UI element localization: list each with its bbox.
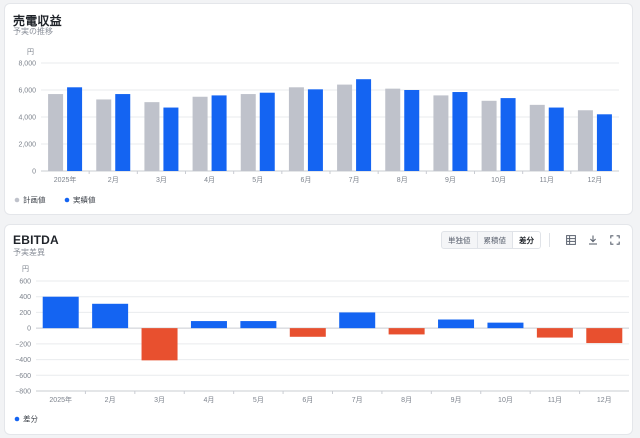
segment-cumulative-value[interactable]: 累積値	[478, 232, 513, 248]
plan-bar	[192, 96, 208, 171]
actual-bar	[307, 89, 323, 171]
x-tick-label: 10月	[498, 396, 513, 404]
difference-bar	[586, 328, 623, 344]
table-icon[interactable]	[562, 232, 580, 248]
y-tick-label: 600	[19, 279, 31, 286]
difference-bar	[339, 312, 376, 329]
expand-icon[interactable]	[606, 232, 624, 248]
actual-bar	[452, 92, 468, 171]
plan-bar	[385, 88, 401, 171]
ebitda-chart: 円 −800 −600 −400 −200 0 200 400 600 2025年 2月 3月 4月 5月…	[14, 265, 629, 424]
x-tick-label: 3月	[156, 176, 167, 184]
plan-bar	[288, 87, 304, 171]
plan-bar	[481, 100, 497, 171]
y-tick-label: 6,000	[18, 88, 36, 95]
x-tick-label: 2025年	[54, 175, 77, 184]
x-tick-label: 5月	[252, 176, 263, 184]
actual-bar	[67, 87, 83, 171]
difference-bar	[42, 296, 79, 329]
difference-bar	[536, 328, 573, 338]
revenue-subtitle: 予実の推移	[13, 27, 53, 36]
segment-single-value[interactable]: 単独値	[442, 232, 478, 248]
difference-bar	[438, 319, 475, 329]
difference-bar	[487, 322, 524, 329]
plan-bar	[240, 94, 256, 171]
x-tick-label: 12月	[597, 396, 612, 404]
plan-bar	[144, 102, 160, 171]
y-tick-label: 0	[32, 169, 36, 176]
revenue-chart: 円 0 2,000 4,000 6,000 8,000 2025年 2月 3月 4月 5月 6月 7月 8…	[14, 48, 619, 205]
revenue-title: 売電収益	[13, 14, 62, 28]
difference-bar	[92, 303, 129, 329]
x-tick-label: 2025年	[49, 395, 72, 404]
legend-label-difference: 差分	[23, 414, 38, 424]
x-tick-label: 8月	[397, 176, 408, 184]
x-tick-label: 4月	[204, 396, 215, 404]
y-tick-label: 8,000	[18, 61, 36, 68]
plan-bar	[529, 104, 545, 171]
revenue-panel: 売電収益 予実の推移 円 0 2,000 4,000 6,000 8,000 2025年 2月…	[4, 3, 633, 215]
x-tick-label: 11月	[548, 396, 562, 404]
x-tick-label: 7月	[352, 396, 363, 404]
legend-swatch-difference	[14, 416, 20, 422]
y-tick-label: −200	[15, 341, 31, 348]
actual-bar	[356, 79, 372, 171]
plan-bar	[337, 84, 353, 171]
x-tick-label: 7月	[349, 176, 360, 184]
legend-label-plan: 計画値	[23, 195, 46, 205]
plan-bar	[48, 94, 64, 171]
x-tick-label: 8月	[401, 396, 412, 404]
legend-label-actual: 実績値	[73, 195, 96, 205]
x-tick-label: 2月	[105, 396, 116, 404]
difference-bar	[240, 321, 277, 329]
x-tick-label: 6月	[302, 396, 313, 404]
ebitda-panel: EBITDA 予実差異 単独値 累積値 差分	[4, 224, 633, 435]
actual-bar	[211, 95, 227, 171]
x-tick-label: 9月	[445, 176, 456, 184]
difference-bar	[388, 328, 425, 335]
ebitda-toolbar: 単独値 累積値 差分	[441, 231, 624, 249]
download-icon[interactable]	[584, 232, 602, 248]
x-tick-label: 4月	[204, 176, 215, 184]
plan-bar	[96, 99, 112, 171]
ebitda-subtitle: 予実差異	[13, 248, 45, 257]
y-tick-label: 4,000	[18, 115, 36, 122]
y-axis-unit: 円	[27, 48, 34, 56]
difference-bar	[190, 321, 227, 329]
difference-bar	[289, 328, 326, 337]
x-tick-label: 3月	[154, 396, 165, 404]
y-tick-label: 2,000	[18, 142, 36, 149]
x-tick-label: 11月	[540, 176, 554, 184]
legend-swatch-plan	[14, 197, 20, 203]
plan-bar	[433, 95, 449, 171]
x-tick-label: 10月	[491, 176, 506, 184]
actual-bar	[500, 98, 516, 171]
x-tick-label: 9月	[451, 396, 462, 404]
actual-bar	[404, 90, 420, 171]
actual-bar	[596, 114, 612, 171]
segment-difference[interactable]: 差分	[513, 232, 540, 248]
actual-bar	[259, 92, 275, 171]
x-tick-label: 6月	[300, 176, 311, 184]
x-tick-label: 2月	[108, 176, 119, 184]
y-axis-unit: 円	[22, 265, 29, 273]
y-tick-label: 0	[27, 326, 31, 333]
y-tick-label: −800	[15, 389, 31, 396]
plan-bar	[577, 110, 593, 171]
ebitda-title: EBITDA	[13, 233, 59, 247]
actual-bar	[548, 107, 564, 171]
view-mode-segmented-control: 単独値 累積値 差分	[441, 231, 541, 249]
actual-bar	[163, 107, 179, 171]
x-tick-label: 12月	[588, 176, 603, 184]
difference-bar	[141, 328, 178, 361]
toolbar-divider	[549, 233, 550, 247]
legend-swatch-actual	[64, 197, 70, 203]
y-tick-label: 400	[19, 294, 31, 301]
y-tick-label: 200	[19, 310, 31, 317]
actual-bar	[115, 94, 131, 171]
y-tick-label: −600	[15, 373, 31, 380]
y-tick-label: −400	[15, 357, 31, 364]
x-tick-label: 5月	[253, 396, 264, 404]
